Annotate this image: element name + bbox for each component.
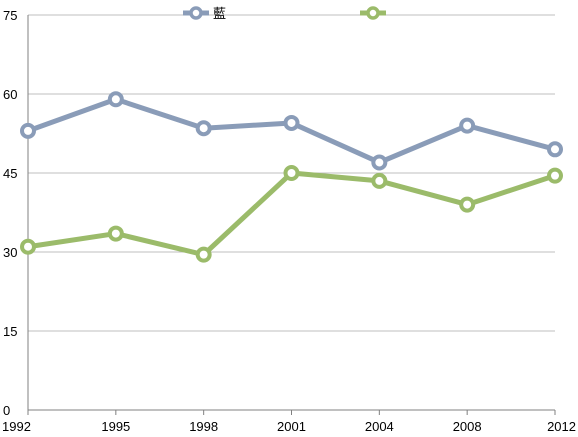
y-tick-label: 60 bbox=[3, 87, 17, 102]
y-tick-label: 45 bbox=[3, 166, 17, 181]
x-tick-label: 1995 bbox=[101, 419, 130, 434]
data-point bbox=[283, 114, 300, 131]
data-point bbox=[107, 225, 124, 242]
legend-marker-1 bbox=[189, 6, 203, 20]
x-tick-label: 2001 bbox=[277, 419, 306, 434]
x-tick-label: 2008 bbox=[453, 419, 482, 434]
data-point bbox=[547, 167, 563, 184]
legend-marker-2 bbox=[366, 6, 380, 20]
y-tick-label: 15 bbox=[3, 324, 17, 339]
data-point bbox=[547, 141, 563, 158]
data-point bbox=[459, 117, 476, 134]
y-axis: 0 15 30 45 60 75 bbox=[3, 8, 29, 418]
data-point bbox=[195, 246, 212, 263]
x-tick-label: 1992 bbox=[2, 419, 31, 434]
data-point bbox=[20, 238, 36, 255]
y-tick-label: 30 bbox=[3, 245, 17, 260]
y-tick-label: 0 bbox=[3, 403, 10, 418]
data-point bbox=[371, 154, 388, 171]
data-point bbox=[283, 165, 300, 181]
data-point bbox=[107, 91, 124, 108]
legend: 藍 bbox=[183, 6, 386, 22]
series-line-2 bbox=[25, 170, 558, 258]
legend-label-1: 藍 bbox=[213, 7, 226, 22]
y-tick-label: 75 bbox=[3, 8, 17, 23]
data-point bbox=[20, 122, 36, 139]
x-axis: 1992 1995 1998 2001 2004 2008 2012 bbox=[2, 409, 576, 434]
series-group bbox=[20, 91, 563, 263]
x-tick-label: 2004 bbox=[365, 419, 394, 434]
data-point bbox=[195, 120, 212, 137]
x-tick-label: 2012 bbox=[547, 419, 576, 434]
data-point bbox=[371, 172, 388, 189]
data-point bbox=[459, 196, 476, 213]
x-tick-label: 1998 bbox=[189, 419, 218, 434]
